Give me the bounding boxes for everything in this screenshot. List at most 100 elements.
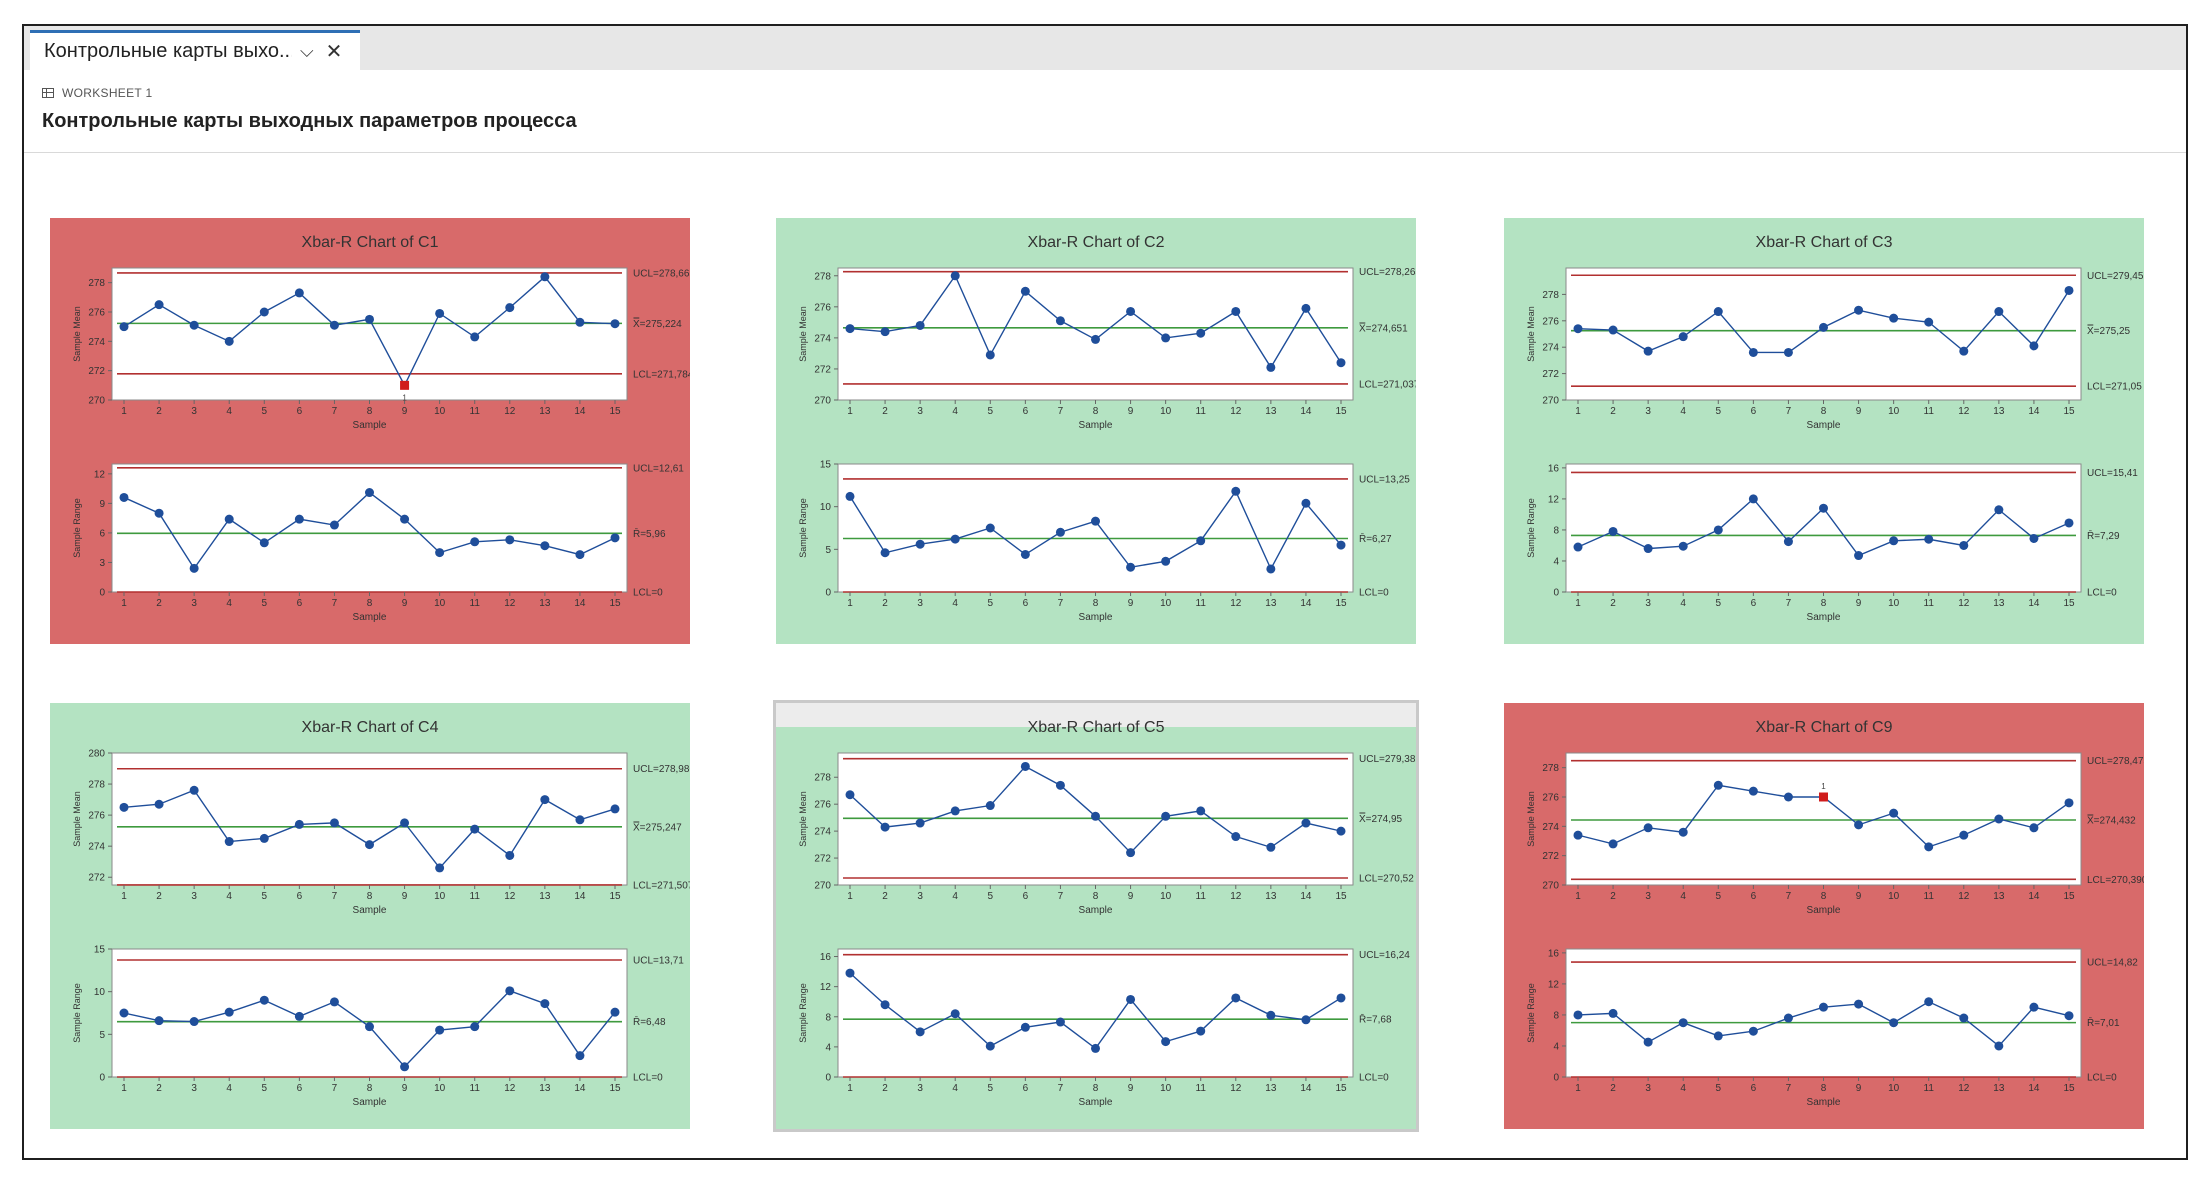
data-point — [189, 563, 199, 573]
x-tick-label: 9 — [1128, 891, 1134, 902]
y-tick-label: 274 — [1542, 343, 1559, 354]
x-axis-label: Sample — [1807, 612, 1841, 623]
x-tick-label: 7 — [332, 1083, 338, 1094]
x-tick-label: 15 — [2063, 598, 2075, 609]
x-tick-label: 10 — [1888, 598, 1900, 609]
lcl-label: LCL=0 — [1359, 1073, 1389, 1084]
x-tick-label: 1 — [847, 598, 853, 609]
worksheet-tab[interactable]: Контрольные карты выхо... ⌵ ✕ — [30, 30, 360, 70]
x-tick-label: 8 — [367, 1083, 373, 1094]
lcl-label: LCL=271,05 — [2087, 382, 2142, 393]
x-tick-label: 6 — [1751, 406, 1757, 417]
data-point — [1924, 997, 1934, 1007]
x-tick-label: 3 — [917, 1083, 923, 1094]
x-axis-label: Sample — [1079, 420, 1113, 431]
data-point — [575, 1051, 585, 1061]
y-tick-label: 270 — [814, 881, 831, 892]
x-tick-label: 5 — [1716, 406, 1722, 417]
data-point — [880, 327, 890, 337]
chart-panel-c9[interactable]: Xbar-R Chart of C9 270 272 274 276 278 1 2 3 4 5 6… — [1504, 703, 2144, 1129]
x-tick-label: 9 — [1128, 598, 1134, 609]
data-point — [1819, 503, 1828, 513]
data-point — [610, 1007, 620, 1017]
x-tick-label: 5 — [1716, 598, 1722, 609]
data-point — [505, 303, 515, 313]
data-point — [1231, 306, 1241, 316]
x-tick-label: 11 — [1196, 891, 1207, 902]
data-point — [1573, 1010, 1583, 1020]
data-point — [1091, 334, 1100, 344]
data-point — [1301, 1015, 1311, 1025]
chart-panel-c4[interactable]: Xbar-R Chart of C4 272 274 276 278 280 1 2 3 4 5 6… — [50, 703, 690, 1129]
x-axis-label: Sample — [1079, 612, 1113, 623]
data-point — [1748, 494, 1758, 504]
x-tick-label: 2 — [156, 1083, 162, 1094]
x-tick-label: 1 — [121, 598, 127, 609]
x-tick-label: 8 — [1821, 1083, 1827, 1094]
x-tick-label: 14 — [1300, 406, 1312, 417]
chevron-down-icon[interactable]: ⌵ — [300, 41, 314, 61]
data-point — [1266, 362, 1276, 372]
x-tick-label: 3 — [191, 891, 197, 902]
chart-panel-c2[interactable]: Xbar-R Chart of C2 270 272 274 276 278 1 2 3 4 5 6… — [776, 218, 1416, 644]
y-tick-label: 274 — [814, 827, 831, 838]
data-point — [119, 1008, 129, 1018]
data-point — [985, 801, 995, 811]
x-tick-label: 11 — [1196, 406, 1207, 417]
data-point — [365, 840, 374, 850]
page-title: Контрольные карты выходных параметров пр… — [42, 110, 577, 132]
data-point — [365, 314, 374, 324]
chart-panel-c3[interactable]: Xbar-R Chart of C3 270 272 274 276 278 1 2 3 4 5 6… — [1504, 218, 2144, 644]
x-tick-label: 11 — [1924, 598, 1935, 609]
x-tick-label: 4 — [226, 598, 232, 609]
x-tick-label: 9 — [402, 891, 408, 902]
data-point — [294, 288, 304, 298]
chart-title: Xbar-R Chart of C5 — [1027, 719, 1165, 736]
data-point — [2064, 518, 2074, 528]
x-tick-label: 5 — [262, 406, 268, 417]
data-point — [880, 822, 890, 832]
x-tick-label: 10 — [434, 406, 446, 417]
x-tick-label: 14 — [1300, 598, 1312, 609]
y-tick-label: 0 — [825, 588, 831, 599]
x-tick-label: 9 — [1856, 598, 1862, 609]
x-tick-label: 1 — [121, 406, 127, 417]
x-tick-label: 5 — [262, 891, 268, 902]
x-tick-label: 13 — [539, 1083, 551, 1094]
x-tick-label: 11 — [1196, 1083, 1207, 1094]
close-icon[interactable]: ✕ — [325, 41, 343, 63]
chart-panel-c5[interactable]: Xbar-R Chart of C5 270 272 274 276 278 1 2 3 4 5 6… — [773, 700, 1419, 1132]
x-tick-label: 4 — [952, 598, 958, 609]
x-tick-label: 5 — [988, 1083, 994, 1094]
y-axis-label: Sample Range — [72, 983, 82, 1043]
data-point — [1196, 328, 1206, 338]
x-tick-label: 3 — [1645, 406, 1651, 417]
x-tick-label: 13 — [539, 406, 551, 417]
data-point — [1301, 303, 1311, 313]
x-tick-label: 13 — [1265, 1083, 1277, 1094]
x-tick-label: 9 — [402, 1083, 408, 1094]
lcl-label: LCL=270,52 — [1359, 873, 1414, 884]
data-point — [1126, 562, 1136, 572]
out-of-control-flag: 1 — [1821, 782, 1826, 791]
y-tick-label: 278 — [1542, 290, 1559, 301]
x-tick-label: 5 — [988, 406, 994, 417]
y-tick-label: 272 — [1542, 851, 1559, 862]
data-point — [1161, 811, 1171, 821]
x-tick-label: 7 — [1786, 891, 1792, 902]
x-tick-label: 13 — [1265, 891, 1277, 902]
x-tick-label: 5 — [262, 598, 268, 609]
y-axis-label: Sample Range — [1526, 983, 1536, 1043]
data-point — [1643, 1037, 1653, 1047]
chart-panel-c1[interactable]: Xbar-R Chart of C1 270 272 274 276 278 1 2 3 4 5 6… — [50, 218, 690, 644]
x-tick-label: 2 — [1610, 406, 1616, 417]
x-tick-label: 4 — [1680, 406, 1686, 417]
x-tick-label: 1 — [1575, 891, 1581, 902]
tab-title: Контрольные карты выхо... — [44, 40, 292, 62]
x-tick-label: 7 — [1058, 1083, 1064, 1094]
data-point — [294, 514, 304, 524]
x-tick-label: 12 — [1230, 598, 1242, 609]
x-tick-label: 2 — [1610, 1083, 1616, 1094]
y-tick-label: 274 — [88, 842, 105, 853]
y-axis-label: Sample Range — [72, 498, 82, 558]
